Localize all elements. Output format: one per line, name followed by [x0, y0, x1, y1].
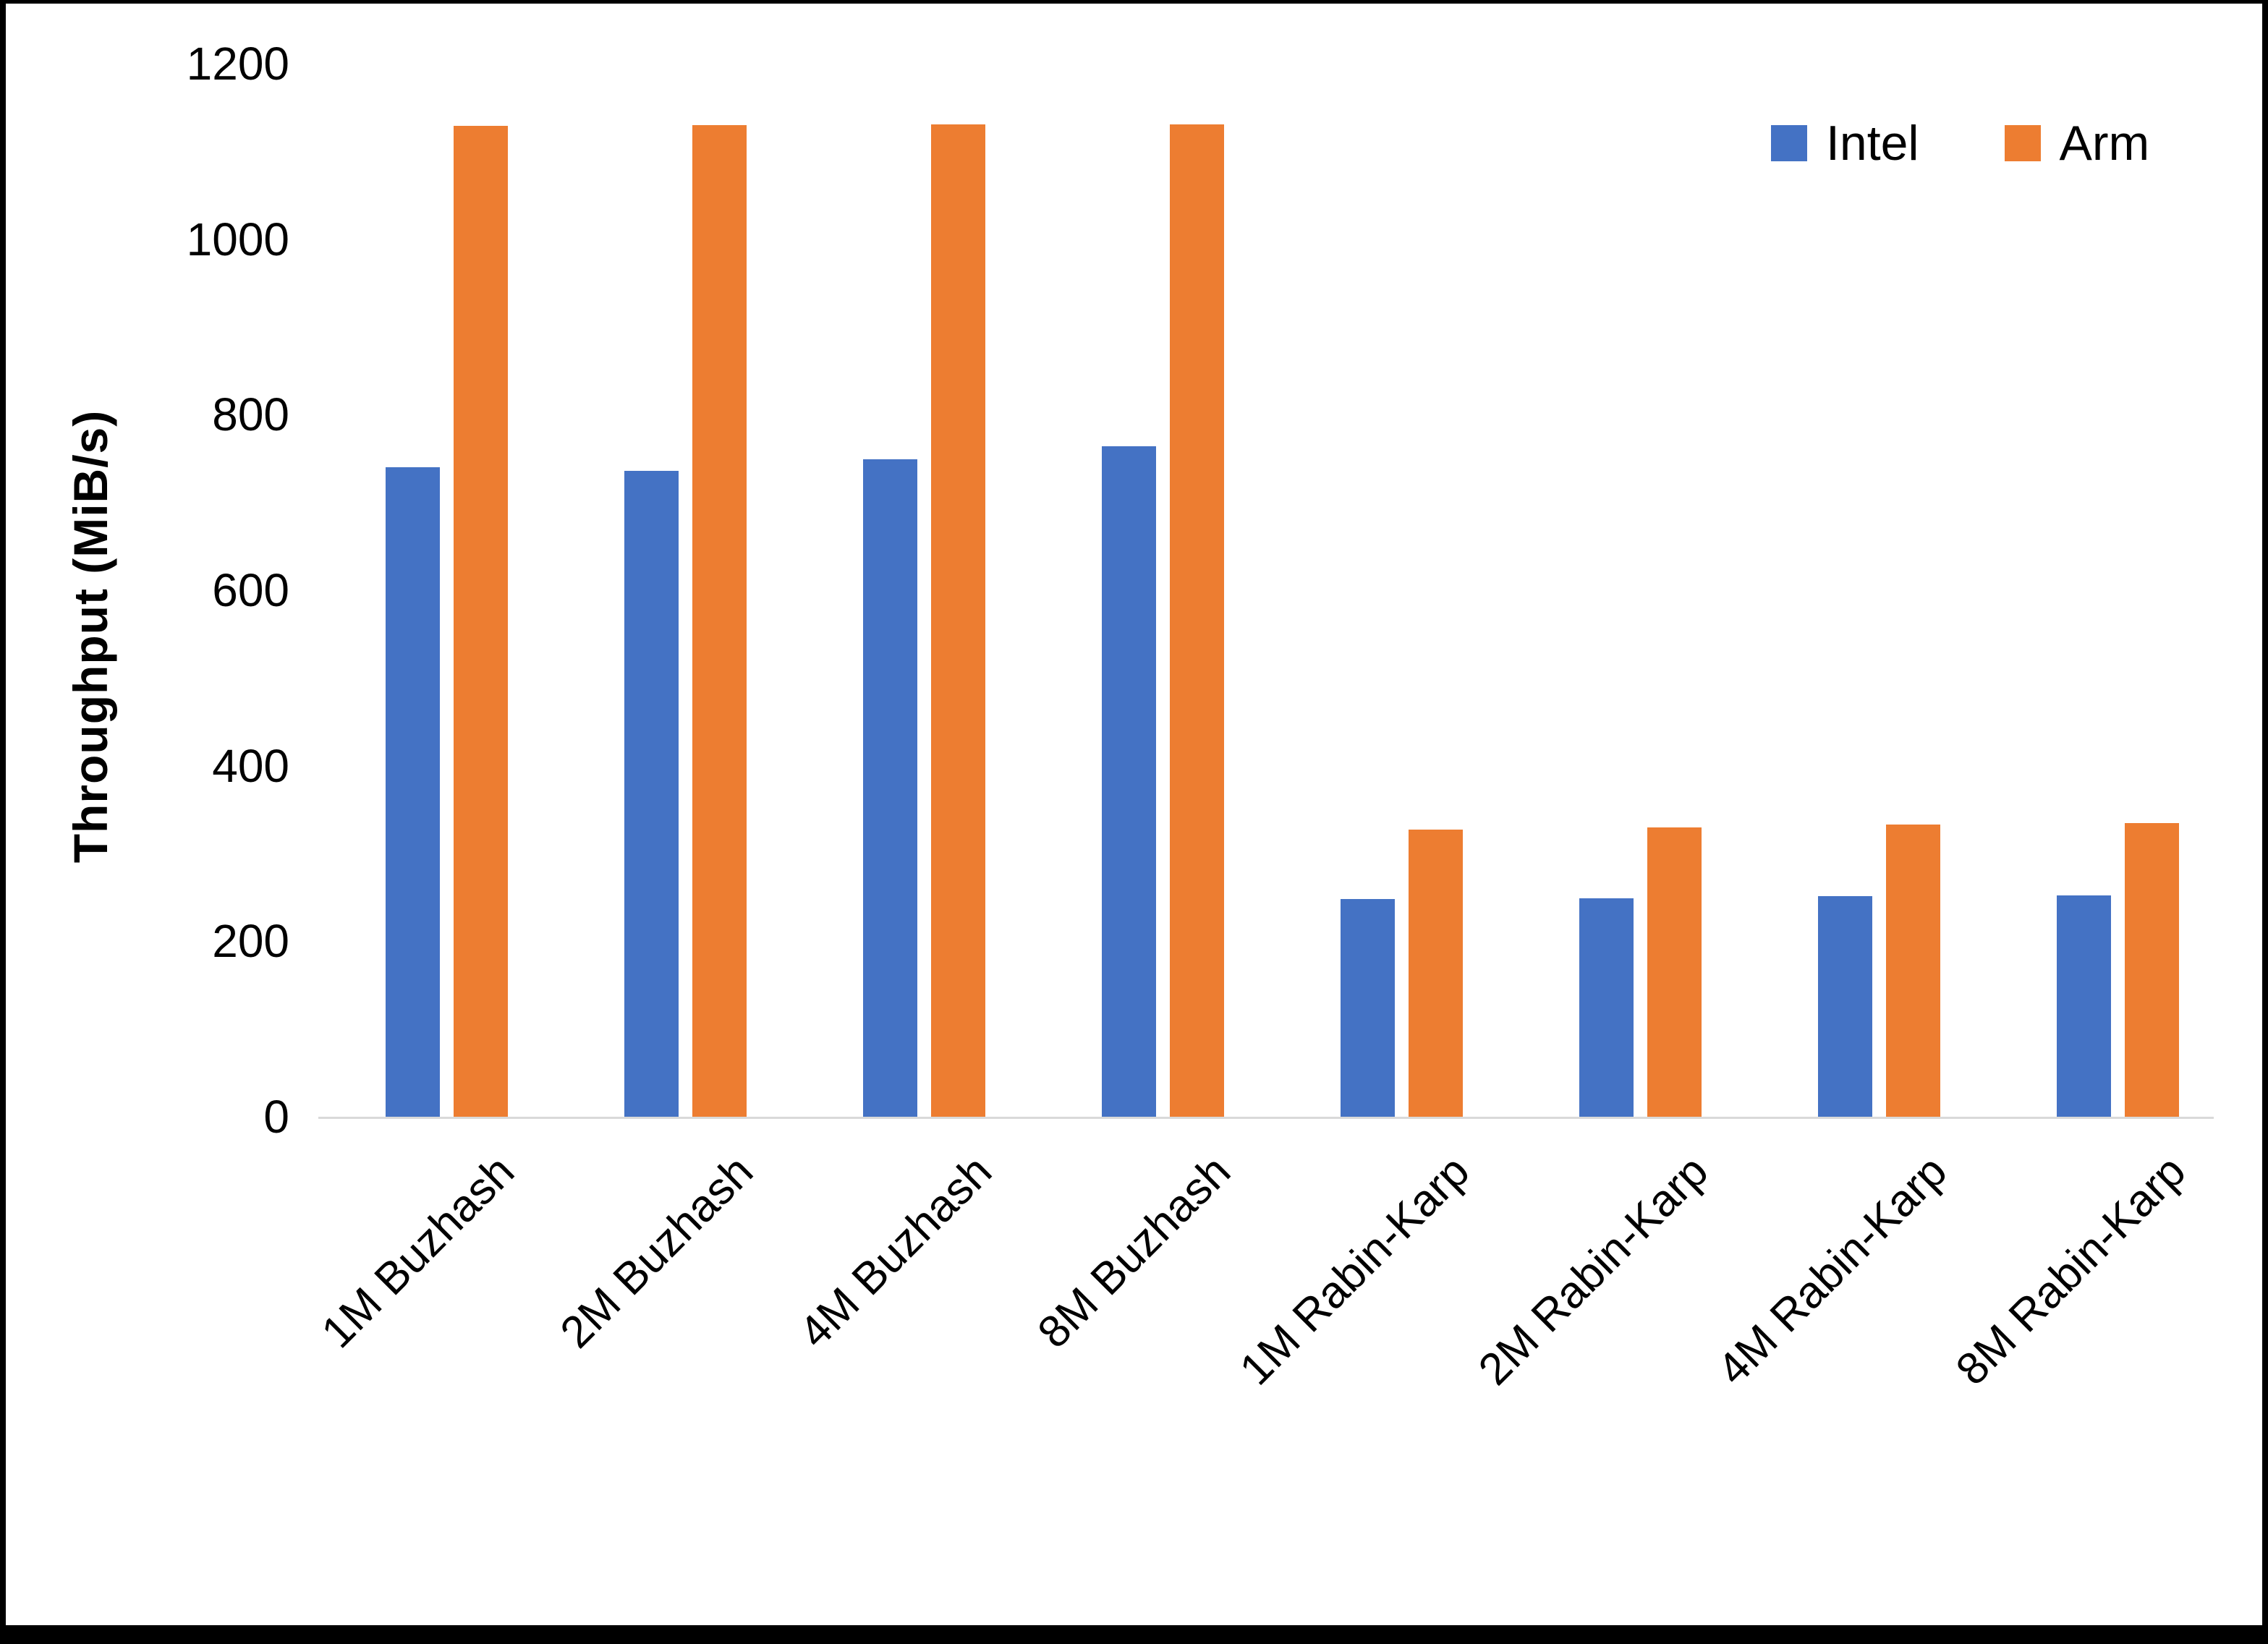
legend-swatch-intel: [1771, 125, 1807, 161]
x-category-label: 1M Buzhash: [313, 1146, 524, 1358]
bar-arm: [1169, 124, 1224, 1117]
y-axis-title: Throughput (MiB/s): [64, 409, 117, 864]
y-tick-label: 0: [263, 1091, 289, 1143]
bar-intel: [624, 470, 679, 1117]
bar-arm: [1408, 830, 1463, 1117]
bar-arm: [1885, 824, 1940, 1117]
legend-item-arm: Arm: [2004, 116, 2150, 171]
bar-intel: [385, 467, 440, 1117]
y-tick-label: 600: [212, 564, 289, 616]
x-category-label: 2M Rabin-Karp: [1469, 1146, 1718, 1395]
bar-arm: [692, 124, 747, 1117]
legend-swatch-arm: [2004, 125, 2041, 161]
x-category-label: 8M Buzhash: [1029, 1146, 1241, 1358]
y-tick-label: 200: [212, 915, 289, 968]
legend: Intel Arm: [1771, 119, 2149, 168]
legend-item-intel: Intel: [1771, 119, 1919, 168]
bar-arm: [2124, 822, 2179, 1117]
legend-label: Arm: [2059, 116, 2150, 171]
y-tick-label: 1000: [186, 213, 289, 265]
x-category-label: 2M Buzhash: [551, 1146, 763, 1358]
x-category-label: 1M Rabin-Karp: [1230, 1146, 1479, 1395]
bar-intel: [1579, 898, 1634, 1117]
bar-intel: [862, 459, 917, 1117]
x-axis-line: [318, 1117, 2214, 1119]
bar-arm: [453, 126, 508, 1117]
bar-intel: [1817, 896, 1872, 1117]
bar-intel: [2056, 895, 2111, 1117]
bar-arm: [1647, 827, 1702, 1117]
bar-intel: [1101, 446, 1156, 1117]
y-tick-label: 400: [212, 739, 289, 792]
y-tick-label: 1200: [186, 38, 289, 90]
x-category-label: 8M Rabin-Karp: [1946, 1146, 2196, 1395]
x-category-label: 4M Buzhash: [790, 1146, 1002, 1358]
bar-intel: [1340, 899, 1395, 1117]
x-category-label: 4M Rabin-Karp: [1707, 1146, 1957, 1395]
legend-label: Intel: [1826, 116, 1919, 171]
bar-arm: [930, 124, 985, 1117]
y-tick-label: 800: [212, 388, 289, 441]
